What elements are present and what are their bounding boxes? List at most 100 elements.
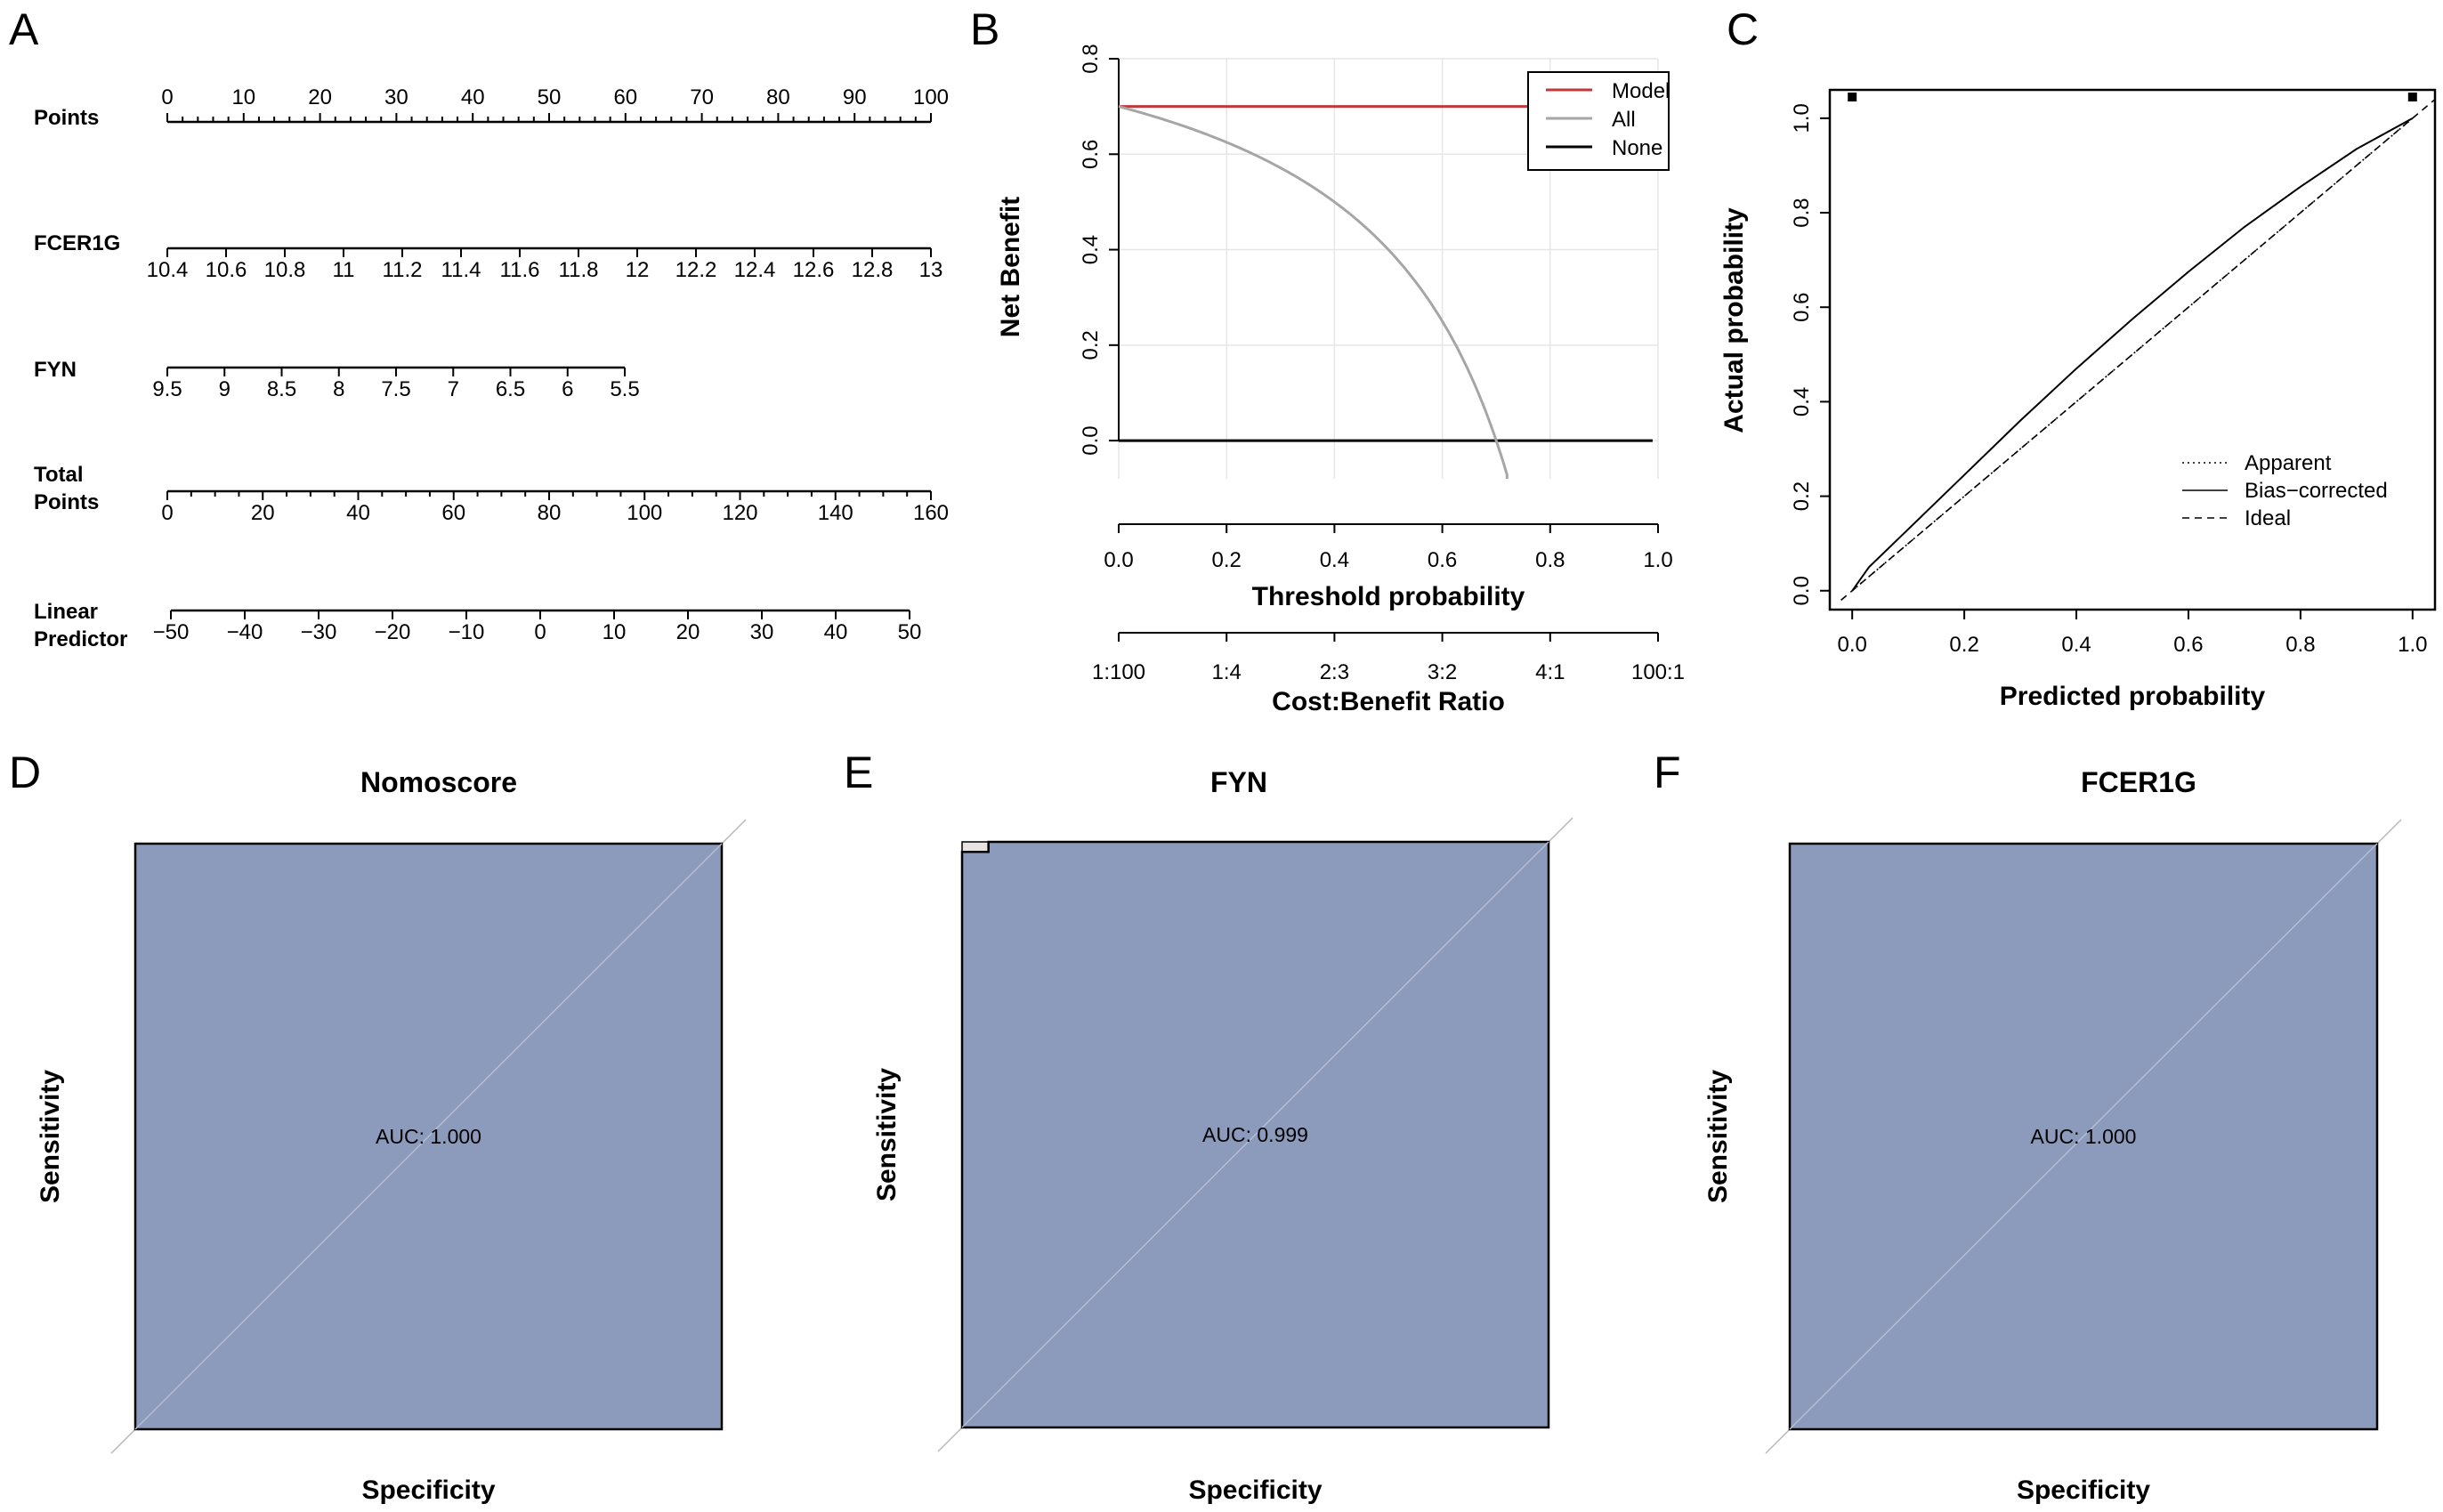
nomogram-total-points-tick-label: 20 xyxy=(251,501,275,525)
calibration-x-tick-label: 0.2 xyxy=(1949,633,1978,657)
nomogram-fcer1g-tick-label: 11.4 xyxy=(441,258,481,282)
nomogram-total-points-tick-label: 160 xyxy=(913,501,949,525)
nomogram-fyn-label: FYN xyxy=(34,358,77,382)
roc-fcer1g-chance-line xyxy=(1789,843,2378,1430)
nomogram-fyn-tick-label: 8.5 xyxy=(267,377,296,401)
dca-cost-benefit-tick-label: 1:100 xyxy=(1092,660,1145,684)
dca-x-tick-label: 0.2 xyxy=(1212,548,1242,572)
nomogram-total-points-tick-label: 120 xyxy=(722,501,757,525)
nomogram-linear-predictor-tick-label: −20 xyxy=(375,620,411,644)
calibration-x-tick-label: 0.6 xyxy=(2173,633,2203,657)
calibration-legend-label: Apparent xyxy=(2245,451,2332,475)
nomogram-points-tick-label: 30 xyxy=(384,85,409,109)
nomogram-total-points-tick-label: 40 xyxy=(346,501,370,525)
dca-x-tick-label: 1.0 xyxy=(1643,548,1672,572)
roc-fcer1g-panel: FCER1G AUC: 1.000 Specificity Sensitivity xyxy=(1703,766,2402,1505)
dca-legend-box xyxy=(1527,71,1670,171)
dca-cost-benefit-tick-label: 1:4 xyxy=(1212,660,1242,684)
nomogram-linear-predictor-tick-label: −50 xyxy=(153,620,190,644)
dca-series-all-line xyxy=(1118,105,1509,479)
nomogram-points-tick-label: 50 xyxy=(538,85,562,109)
calibration-rug-mark xyxy=(1848,93,1857,101)
panel-label-c: C xyxy=(1727,4,1759,54)
roc-fcer1g-x-axis-label: Specificity xyxy=(2017,1476,2150,1505)
calibration-legend-label: Bias−corrected xyxy=(2245,479,2388,503)
roc-nomoscore-chance-line xyxy=(134,843,723,1430)
dca-x-axis-label: Threshold probability xyxy=(1252,582,1525,611)
nomogram-points-tick-label: 90 xyxy=(843,85,867,109)
panel-label-b: B xyxy=(970,4,999,54)
nomogram-linear-predictor-tick-label: 40 xyxy=(824,620,848,644)
nomogram-linear-predictor-tick-label: 50 xyxy=(898,620,922,644)
dca-x-tick-label: 0.8 xyxy=(1535,548,1565,572)
panel-label-a: A xyxy=(9,4,39,54)
nomogram-points-tick-label: 40 xyxy=(461,85,485,109)
roc-nomoscore-x-axis-label: Specificity xyxy=(361,1476,495,1505)
dca-cost-benefit-label: Cost:Benefit Ratio xyxy=(1272,687,1505,716)
dca-y-tick-label: 0.4 xyxy=(1079,235,1103,264)
nomogram-fyn-tick-label: 5.5 xyxy=(610,377,639,401)
nomogram-linear-predictor-label: Predictor xyxy=(34,627,127,651)
nomogram-fcer1g-tick-label: 11.2 xyxy=(383,258,423,282)
calibration-rug-mark xyxy=(2407,93,2417,101)
nomogram-linear-predictor-tick-label: 0 xyxy=(534,620,546,644)
roc-fyn-panel: FYN AUC: 0.999 Specificity Sensitivity xyxy=(872,766,1573,1505)
nomogram-fyn-tick-label: 6 xyxy=(562,377,573,401)
nomogram-fcer1g-tick-label: 11 xyxy=(333,258,355,282)
dca-legend-label-model: Model xyxy=(1612,79,1670,103)
nomogram-fcer1g-tick-label: 12.4 xyxy=(734,258,776,282)
calibration-x-tick-label: 0.0 xyxy=(1837,633,1866,657)
calibration-y-tick-label: 0.2 xyxy=(1790,481,1814,511)
calibration-x-tick-label: 1.0 xyxy=(2398,633,2427,657)
roc-fyn-x-axis-label: Specificity xyxy=(1188,1476,1322,1505)
roc-fcer1g-auc-label: AUC: 1.000 xyxy=(2031,1125,2137,1148)
nomogram-fcer1g-tick-label: 10.6 xyxy=(206,258,247,282)
nomogram-fyn-tick-label: 7.5 xyxy=(381,377,410,401)
nomogram-points-tick-label: 0 xyxy=(161,85,173,109)
calibration-x-tick-label: 0.8 xyxy=(2285,633,2315,657)
nomogram-fcer1g-tick-label: 11.6 xyxy=(500,258,540,282)
nomogram-points-tick-label: 60 xyxy=(613,85,637,109)
nomogram-total-points-tick-label: 60 xyxy=(441,501,465,525)
nomogram-fcer1g-tick-label: 10.4 xyxy=(147,258,189,282)
nomogram-fyn-tick-label: 9 xyxy=(219,377,231,401)
nomogram-linear-predictor-label: Linear xyxy=(34,600,98,624)
roc-nomoscore-y-axis-label: Sensitivity xyxy=(36,1070,65,1203)
nomogram-total-points-tick-label: 80 xyxy=(538,501,562,525)
nomogram-linear-predictor-tick-label: 10 xyxy=(603,620,627,644)
calibration-y-tick-label: 0.8 xyxy=(1790,198,1814,227)
calibration-y-tick-label: 0.0 xyxy=(1790,576,1814,605)
calibration-y-tick-label: 1.0 xyxy=(1790,103,1814,133)
nomogram-points-tick-label: 20 xyxy=(308,85,332,109)
nomogram-fcer1g-tick-label: 11.8 xyxy=(559,258,599,282)
calibration-x-tick-label: 0.4 xyxy=(2061,633,2091,657)
nomogram-fcer1g-tick-label: 12 xyxy=(626,258,650,282)
dca-x-tick-label: 0.4 xyxy=(1320,548,1349,572)
roc-fyn-auc-label: AUC: 0.999 xyxy=(1202,1123,1308,1146)
calibration-bias-corrected-line xyxy=(1851,117,2414,592)
nomogram-linear-predictor-tick-label: 30 xyxy=(750,620,774,644)
roc-fcer1g-title: FCER1G xyxy=(2081,766,2196,798)
nomogram-points-tick-label: 80 xyxy=(766,85,790,109)
roc-nomoscore-auc-label: AUC: 1.000 xyxy=(376,1125,481,1148)
nomogram-linear-predictor-tick-label: 20 xyxy=(676,620,700,644)
dca-cost-benefit-tick-label: 100:1 xyxy=(1631,660,1685,684)
nomogram-fcer1g-label: FCER1G xyxy=(34,231,120,255)
nomogram-linear-predictor-tick-label: −30 xyxy=(301,620,337,644)
calibration-y-tick-label: 0.4 xyxy=(1790,387,1814,416)
nomogram-total-points-label: Points xyxy=(34,490,99,514)
nomogram-fyn-tick-label: 6.5 xyxy=(496,377,525,401)
roc-nomoscore-panel: Nomoscore AUC: 1.000 Specificity Sensitivit… xyxy=(36,766,747,1505)
dca-x-tick-label: 0.6 xyxy=(1428,548,1457,572)
dca-cost-benefit-tick-label: 3:2 xyxy=(1428,660,1457,684)
nomogram-total-points-label: Total xyxy=(34,463,84,487)
roc-nomoscore-title: Nomoscore xyxy=(360,766,517,798)
dca-legend-label-none: None xyxy=(1612,136,1662,160)
nomogram-total-points-tick-label: 140 xyxy=(818,501,853,525)
nomogram-fcer1g-tick-label: 12.2 xyxy=(675,258,717,282)
dca-cost-benefit-tick-label: 4:1 xyxy=(1535,660,1565,684)
dca-y-tick-label: 0.2 xyxy=(1079,330,1103,360)
nomogram-fcer1g-tick-label: 13 xyxy=(919,258,943,282)
